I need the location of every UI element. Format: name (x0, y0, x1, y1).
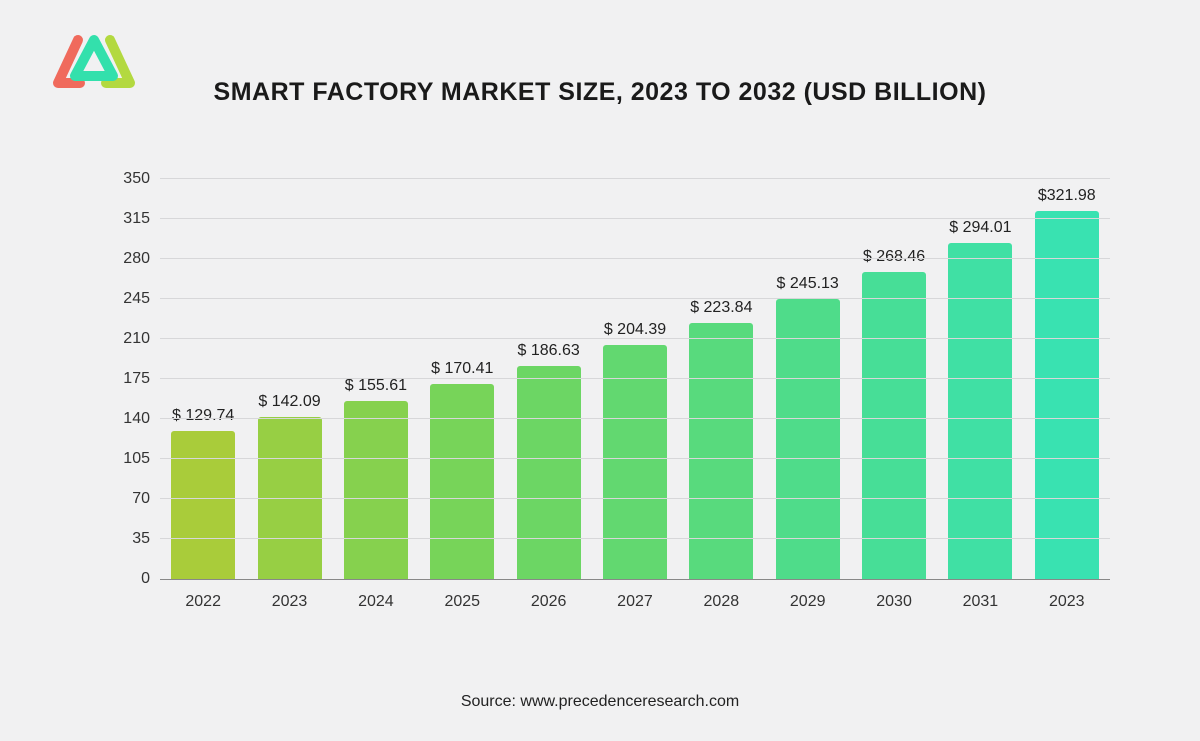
bar-chart: $ 129.742022$ 142.092023$ 155.612024$ 17… (110, 160, 1110, 620)
bar-value-label: $ 294.01 (949, 219, 1011, 237)
bar (862, 272, 926, 579)
x-tick-label: 2022 (185, 593, 221, 611)
gridline (160, 218, 1110, 219)
x-tick-label: 2027 (617, 593, 653, 611)
x-tick-label: 2030 (876, 593, 912, 611)
bar-slot: $ 129.742022 (160, 180, 246, 579)
gridline (160, 338, 1110, 339)
y-tick-label: 315 (123, 210, 150, 228)
bar (517, 366, 581, 579)
bar (948, 243, 1012, 579)
bar-slot: $ 204.392027 (592, 180, 678, 579)
gridline (160, 298, 1110, 299)
gridline (160, 378, 1110, 379)
bar (776, 299, 840, 579)
gridline (160, 418, 1110, 419)
y-tick-label: 350 (123, 170, 150, 188)
x-tick-label: 2031 (963, 593, 999, 611)
y-tick-label: 280 (123, 250, 150, 268)
bar-slot: $ 223.842028 (678, 180, 764, 579)
x-tick-label: 2028 (704, 593, 740, 611)
bar-value-label: $ 186.63 (517, 342, 579, 360)
bar (171, 431, 235, 579)
bar-slot: $ 245.132029 (765, 180, 851, 579)
gridline (160, 498, 1110, 499)
x-tick-label: 2023 (1049, 593, 1085, 611)
y-tick-label: 245 (123, 290, 150, 308)
bar-slot: $ 155.612024 (333, 180, 419, 579)
x-tick-label: 2024 (358, 593, 394, 611)
bar (430, 384, 494, 579)
y-tick-label: 105 (123, 450, 150, 468)
bar-value-label: $ 129.74 (172, 407, 234, 425)
y-tick-label: 140 (123, 410, 150, 428)
bar-value-label: $ 223.84 (690, 299, 752, 317)
bar-slot: $321.982023 (1024, 180, 1110, 579)
bar-value-label: $ 170.41 (431, 360, 493, 378)
gridline (160, 178, 1110, 179)
y-tick-label: 35 (132, 530, 150, 548)
bar (689, 323, 753, 579)
bar-value-label: $ 155.61 (345, 377, 407, 395)
y-tick-label: 0 (141, 570, 150, 588)
bar-slot: $ 142.092023 (246, 180, 332, 579)
bar-slot: $ 294.012031 (937, 180, 1023, 579)
gridline (160, 258, 1110, 259)
x-tick-label: 2029 (790, 593, 826, 611)
bar (603, 345, 667, 579)
y-tick-label: 175 (123, 370, 150, 388)
bar-value-label: $ 204.39 (604, 321, 666, 339)
bar-slot: $ 170.412025 (419, 180, 505, 579)
bar-slot: $ 268.462030 (851, 180, 937, 579)
bar-value-label: $321.98 (1038, 187, 1096, 205)
chart-title: SMART FACTORY MARKET SIZE, 2023 TO 2032 … (0, 78, 1200, 107)
y-tick-label: 210 (123, 330, 150, 348)
gridline (160, 458, 1110, 459)
y-tick-label: 70 (132, 490, 150, 508)
bar (1035, 211, 1099, 579)
bar-slot: $ 186.632026 (505, 180, 591, 579)
x-tick-label: 2023 (272, 593, 308, 611)
bar-value-label: $ 245.13 (777, 275, 839, 293)
gridline (160, 538, 1110, 539)
x-tick-label: 2026 (531, 593, 567, 611)
x-tick-label: 2025 (444, 593, 480, 611)
source-attribution: Source: www.precedenceresearch.com (0, 693, 1200, 711)
bar-value-label: $ 142.09 (258, 393, 320, 411)
bar (344, 401, 408, 579)
